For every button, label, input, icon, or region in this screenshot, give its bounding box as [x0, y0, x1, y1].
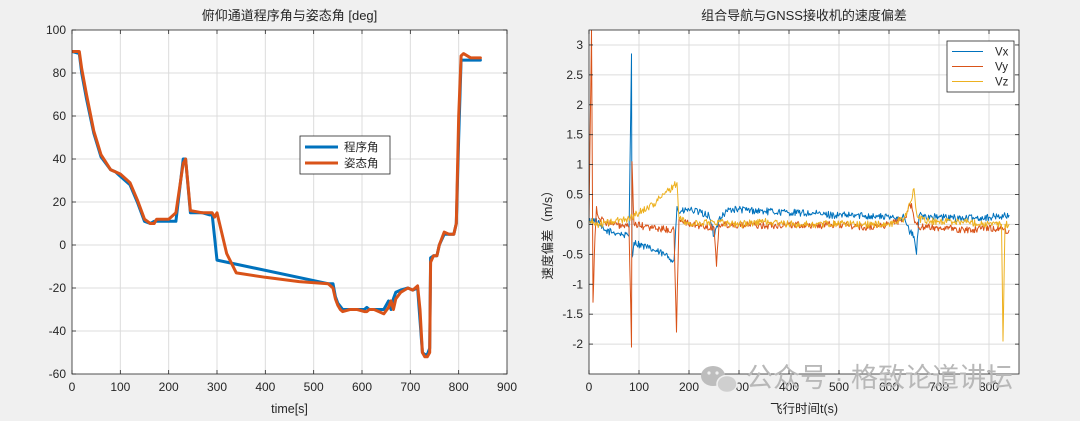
- y-tick-label: 3: [576, 38, 583, 52]
- y-tick-label: -1.5: [562, 307, 583, 321]
- x-tick-label: 500: [829, 380, 849, 394]
- right-chart-ylabel: 速度偏差（m/s）: [540, 184, 555, 279]
- wechat-icon: [701, 366, 738, 394]
- y-tick-label: 0: [576, 217, 583, 231]
- x-tick-label: 500: [304, 380, 324, 394]
- legend-label: Vx: [995, 47, 1009, 59]
- legend-label: 程序角: [344, 140, 379, 154]
- x-tick-label: 600: [879, 380, 899, 394]
- left-chart: 俯仰通道程序角与姿态角 [deg] time[s] 0 100 200 300 400 5…: [46, 8, 517, 416]
- legend: Vx Vy Vz: [946, 40, 1015, 93]
- x-tick-label: 0: [69, 380, 76, 394]
- y-tick-label: -0.5: [562, 247, 583, 261]
- x-tick-label: 400: [255, 380, 275, 394]
- x-tick-label: 700: [400, 380, 420, 394]
- y-tick-label: 20: [53, 195, 67, 209]
- left-chart-xlabel: time[s]: [271, 402, 308, 416]
- legend-box: [299, 135, 391, 175]
- series-line-Vy: [589, 30, 1010, 348]
- watermark-text: 公众号 · 格致论道讲坛: [746, 363, 1013, 393]
- series-group: [72, 50, 482, 359]
- y-tick-label: 1: [576, 158, 583, 172]
- x-tick-label: 600: [352, 380, 372, 394]
- right-chart-title: 组合导航与GNSS接收机的速度偏差: [701, 8, 907, 23]
- y-tick-label: 2.5: [566, 68, 583, 82]
- right-chart: 组合导航与GNSS接收机的速度偏差 飞行时间t(s) 速度偏差（m/s） 0 10…: [540, 8, 1020, 416]
- x-tick-label: 400: [779, 380, 799, 394]
- series-line-Vx: [589, 53, 1010, 263]
- y-tick-label: 2: [576, 98, 583, 112]
- x-tick-label: 200: [679, 380, 699, 394]
- x-tick-label: 200: [159, 380, 179, 394]
- x-tick-label: 0: [586, 380, 593, 394]
- y-tick-label: 40: [53, 152, 67, 166]
- x-tick-label: 800: [449, 380, 469, 394]
- y-tick-label: 0: [59, 238, 66, 252]
- series-line-姿态角: [72, 50, 482, 359]
- x-tick-label: 300: [207, 380, 227, 394]
- y-tick-label: 80: [53, 66, 67, 80]
- x-tick-label: 100: [110, 380, 130, 394]
- y-tick-label: -40: [49, 324, 67, 338]
- watermark: 公众号 · 格致论道讲坛: [701, 363, 1013, 394]
- x-tick-label: 800: [979, 380, 999, 394]
- y-tick-label: -2: [572, 337, 583, 351]
- series-line-Vz: [589, 181, 1010, 342]
- y-tick-label: -20: [49, 281, 67, 295]
- legend-label: Vz: [995, 77, 1009, 89]
- x-tick-label: 700: [929, 380, 949, 394]
- y-tick-label: 1.5: [566, 128, 583, 142]
- left-chart-title: 俯仰通道程序角与姿态角 [deg]: [202, 8, 378, 23]
- y-tick-label: 100: [46, 23, 66, 37]
- y-tick-label: -60: [49, 367, 67, 381]
- legend-label: Vy: [995, 62, 1008, 74]
- x-tick-label: 100: [629, 380, 649, 394]
- series-group: [589, 30, 1010, 348]
- axes-box: [588, 29, 1020, 375]
- y-tick-label: 0.5: [566, 188, 583, 202]
- legend-label: 姿态角: [344, 157, 379, 170]
- x-tick-label: 900: [497, 380, 517, 394]
- y-tick-label: -1: [572, 277, 583, 291]
- right-chart-xlabel: 飞行时间t(s): [770, 402, 838, 416]
- y-tick-label: 60: [53, 109, 67, 123]
